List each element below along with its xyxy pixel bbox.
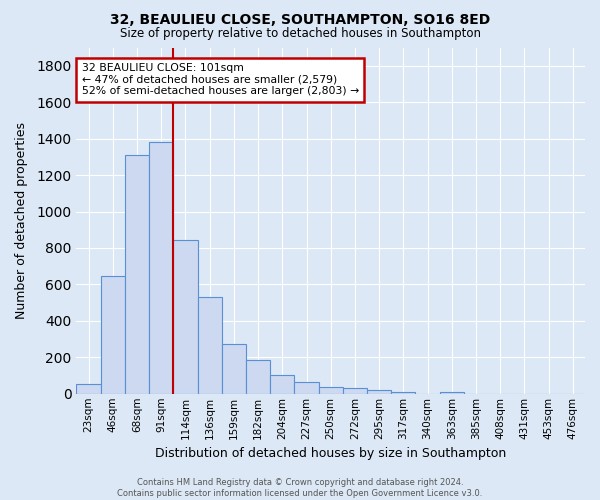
Bar [125,155,149,394]
Text: Contains HM Land Registry data © Crown copyright and database right 2024.
Contai: Contains HM Land Registry data © Crown c… [118,478,482,498]
Bar [197,297,222,394]
Bar [391,392,415,394]
Y-axis label: Number of detached properties: Number of detached properties [15,122,28,319]
Text: 32, BEAULIEU CLOSE, SOUTHAMPTON, SO16 8ED: 32, BEAULIEU CLOSE, SOUTHAMPTON, SO16 8E… [110,12,490,26]
Bar [173,240,197,394]
Text: Size of property relative to detached houses in Southampton: Size of property relative to detached ho… [119,28,481,40]
Bar [367,390,391,394]
Bar [222,344,246,394]
Bar [246,360,270,394]
Bar [101,276,125,394]
Text: 32 BEAULIEU CLOSE: 101sqm
← 47% of detached houses are smaller (2,579)
52% of se: 32 BEAULIEU CLOSE: 101sqm ← 47% of detac… [82,63,359,96]
Bar [440,392,464,394]
Bar [76,384,101,394]
Bar [295,382,319,394]
Bar [270,374,295,394]
Bar [149,142,173,394]
Bar [343,388,367,394]
Bar [319,387,343,394]
X-axis label: Distribution of detached houses by size in Southampton: Distribution of detached houses by size … [155,447,506,460]
